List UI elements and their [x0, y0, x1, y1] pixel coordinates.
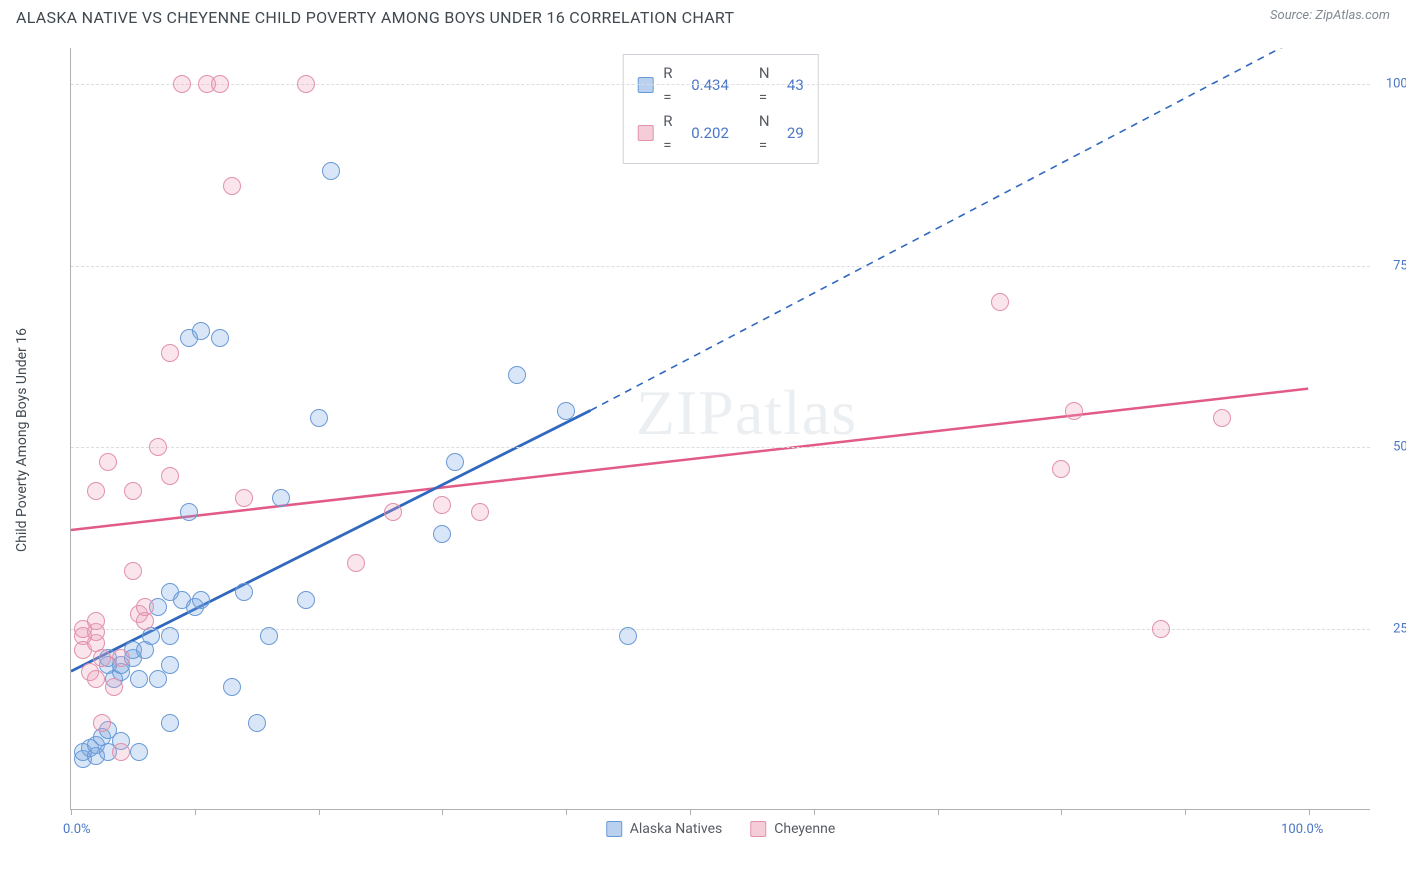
- data-point: [223, 678, 241, 696]
- y-axis-label: Child Poverty Among Boys Under 16: [14, 328, 30, 552]
- data-point: [87, 612, 105, 630]
- data-point: [130, 743, 148, 761]
- chart-title: ALASKA NATIVE VS CHEYENNE CHILD POVERTY …: [16, 8, 734, 27]
- data-point: [384, 503, 402, 521]
- data-point: [112, 649, 130, 667]
- legend-r-label: R =: [663, 109, 681, 157]
- data-point: [446, 453, 464, 471]
- data-point: [272, 489, 290, 507]
- data-point: [260, 627, 278, 645]
- data-point: [433, 525, 451, 543]
- x-tick: [1309, 809, 1310, 815]
- x-tick: [1185, 809, 1186, 815]
- gridline: [71, 447, 1370, 448]
- data-point: [161, 656, 179, 674]
- data-point: [310, 409, 328, 427]
- data-point: [235, 583, 253, 601]
- x-tick: [690, 809, 691, 815]
- gridline: [71, 266, 1370, 267]
- data-point: [105, 678, 123, 696]
- data-point: [93, 649, 111, 667]
- data-point: [322, 162, 340, 180]
- x-tick-label: 100.0%: [1281, 822, 1323, 837]
- data-point: [161, 627, 179, 645]
- x-tick: [195, 809, 196, 815]
- data-point: [211, 75, 229, 93]
- data-point: [1213, 409, 1231, 427]
- data-point: [1052, 460, 1070, 478]
- data-point: [161, 714, 179, 732]
- watermark: ZIPatlas: [636, 376, 857, 450]
- x-tick: [442, 809, 443, 815]
- data-point: [87, 670, 105, 688]
- data-point: [192, 322, 210, 340]
- legend-item: Cheyenne: [750, 821, 835, 837]
- x-tick: [566, 809, 567, 815]
- y-tick-label: 100.0%: [1386, 77, 1406, 92]
- data-point: [297, 591, 315, 609]
- gridline: [71, 84, 1370, 85]
- source-credit: Source: ZipAtlas.com: [1270, 8, 1390, 23]
- legend-row: R = 0.202 N = 29: [637, 109, 804, 157]
- legend-n-value: 29: [787, 121, 804, 145]
- y-tick-label: 75.0%: [1393, 258, 1406, 273]
- legend-swatch: [606, 821, 622, 837]
- data-point: [248, 714, 266, 732]
- data-point: [347, 554, 365, 572]
- data-point: [87, 482, 105, 500]
- legend-label: Cheyenne: [774, 821, 835, 837]
- data-point: [235, 489, 253, 507]
- data-point: [93, 714, 111, 732]
- x-tick: [814, 809, 815, 815]
- x-tick: [319, 809, 320, 815]
- data-point: [112, 743, 130, 761]
- x-tick-label: 0.0%: [63, 822, 91, 837]
- data-point: [149, 670, 167, 688]
- data-point: [192, 591, 210, 609]
- data-point: [173, 75, 191, 93]
- y-tick-label: 25.0%: [1393, 621, 1406, 636]
- correlation-legend: R =0.434N =43R =0.202N =29: [622, 54, 819, 164]
- plot-area: R =0.434N =43R =0.202N =29 ZIPatlas Alas…: [70, 48, 1370, 810]
- data-point: [130, 670, 148, 688]
- legend-label: Alaska Natives: [630, 821, 723, 837]
- legend-swatch: [750, 821, 766, 837]
- data-point: [508, 366, 526, 384]
- data-point: [1152, 620, 1170, 638]
- data-point: [557, 402, 575, 420]
- x-tick: [938, 809, 939, 815]
- legend-swatch: [637, 125, 653, 141]
- legend-r-value: 0.202: [691, 121, 729, 145]
- legend-item: Alaska Natives: [606, 821, 723, 837]
- y-tick-label: 50.0%: [1393, 440, 1406, 455]
- data-point: [433, 496, 451, 514]
- data-point: [297, 75, 315, 93]
- series-legend: Alaska Natives Cheyenne: [606, 821, 836, 837]
- data-point: [99, 453, 117, 471]
- data-point: [180, 503, 198, 521]
- data-point: [1065, 402, 1083, 420]
- data-point: [991, 293, 1009, 311]
- data-point: [161, 467, 179, 485]
- data-point: [149, 438, 167, 456]
- data-point: [619, 627, 637, 645]
- data-point: [124, 562, 142, 580]
- data-point: [136, 598, 154, 616]
- data-point: [471, 503, 489, 521]
- x-tick: [71, 809, 72, 815]
- scatter-chart: Child Poverty Among Boys Under 16 R =0.4…: [50, 40, 1390, 840]
- x-tick: [1061, 809, 1062, 815]
- data-point: [211, 329, 229, 347]
- data-point: [223, 177, 241, 195]
- legend-n-label: N =: [759, 109, 777, 157]
- data-point: [161, 344, 179, 362]
- data-point: [124, 482, 142, 500]
